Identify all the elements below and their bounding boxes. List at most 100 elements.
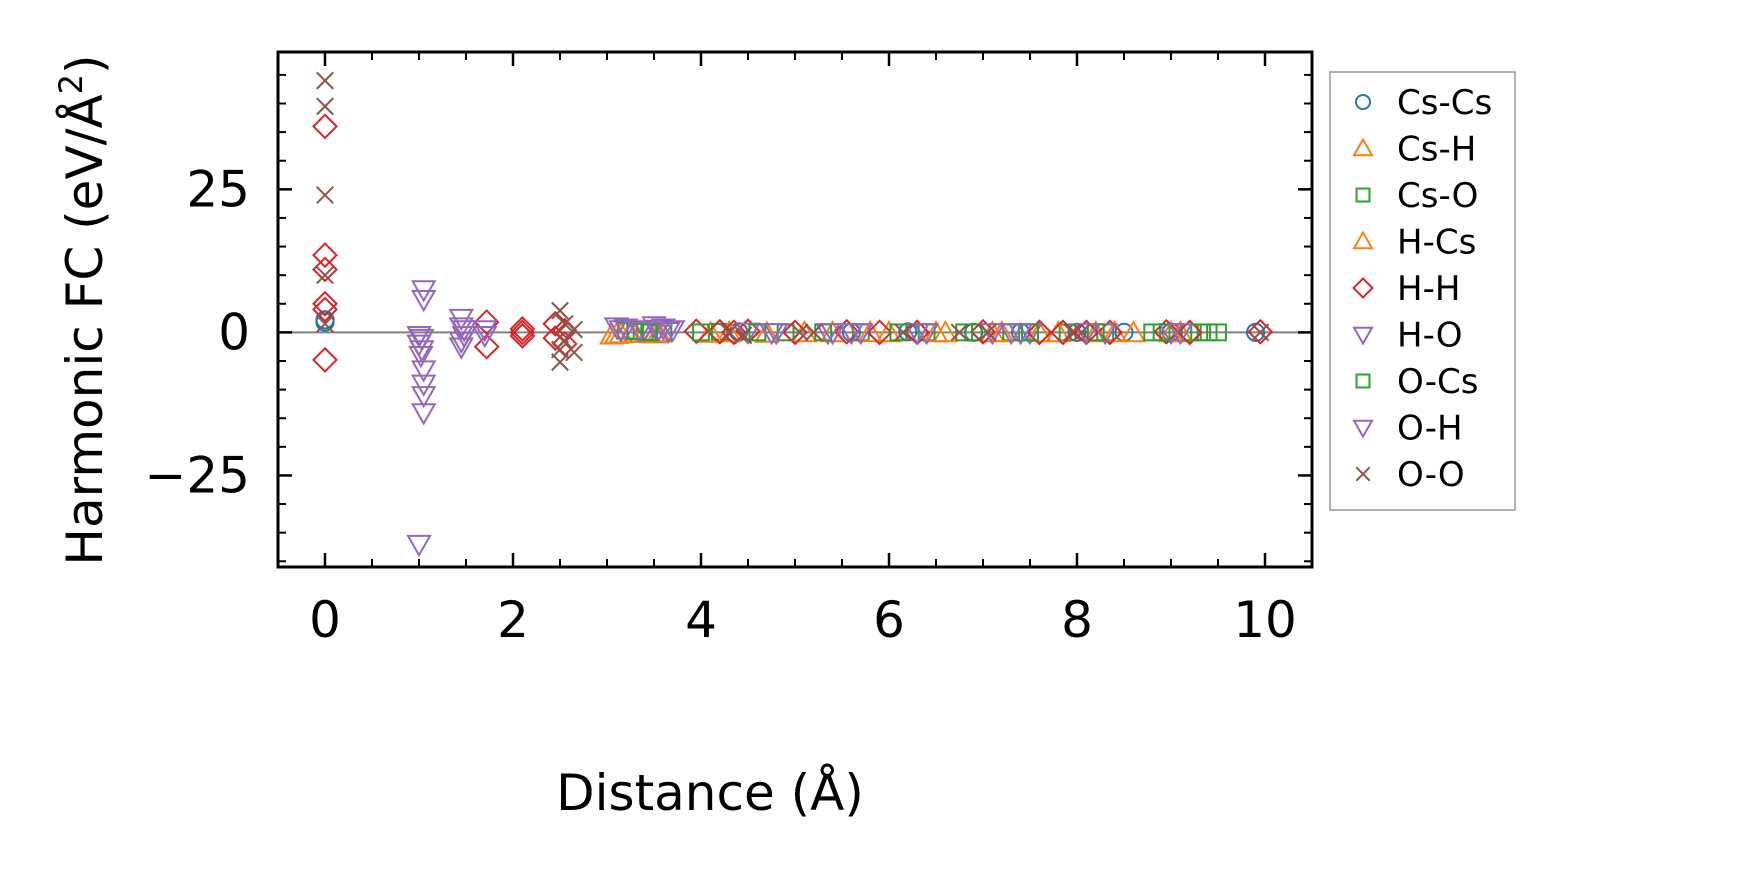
axis-ticks: 0 2 4 6 8 10 −25 0 25 [144, 52, 1313, 649]
marker-o-o [316, 266, 334, 285]
x-tick-label: 8 [1061, 591, 1093, 649]
legend-marker-h-cs [1352, 230, 1374, 250]
legend-marker-o-h [1352, 419, 1374, 439]
marker-h-h [312, 296, 338, 323]
y-tick-label: 0 [218, 303, 250, 361]
marker-h-h [1026, 319, 1053, 346]
y-axis-label-main: Harmonic FC (eV/Å [56, 94, 114, 565]
marker-h-o [406, 326, 432, 349]
marker-h-h [509, 319, 536, 346]
marker-o-o [316, 186, 334, 205]
marker-cs-h [697, 320, 724, 343]
marker-o-cs [1152, 323, 1171, 342]
marker-h-h [1247, 318, 1274, 345]
marker-h-o [410, 374, 437, 397]
marker-o-h [409, 340, 435, 363]
marker-o-h [608, 320, 634, 343]
marker-o-o [565, 343, 584, 362]
marker-o-o [734, 326, 753, 345]
marker-h-o [410, 403, 437, 426]
marker-h-h [509, 322, 536, 349]
marker-o-o [555, 332, 574, 350]
marker-o-h [1167, 323, 1194, 346]
marker-h-o [448, 317, 475, 340]
marker-o-o [804, 323, 823, 342]
marker-h-o [472, 326, 498, 349]
marker-cs-cs [315, 312, 335, 332]
y-axis-label-superscript: 2 [52, 74, 90, 94]
marker-h-cs [923, 319, 949, 343]
marker-h-h [866, 319, 893, 346]
marker-o-o [316, 71, 334, 90]
marker-cs-h [819, 319, 846, 343]
legend-label-o-h: O-H [1397, 409, 1463, 449]
marker-o-o [978, 323, 997, 342]
marker-cs-h [1120, 319, 1147, 343]
legend-label-h-o: H-O [1397, 316, 1463, 356]
marker-h-h [970, 318, 996, 345]
x-tick-label: 10 [1233, 591, 1297, 649]
legend-marker-cs-h [1352, 137, 1374, 157]
x-tick-label: 0 [309, 591, 341, 649]
marker-o-h [838, 323, 865, 346]
marker-h-h [1096, 319, 1123, 346]
marker-o-o [1063, 323, 1082, 342]
marker-h-h [312, 113, 338, 140]
marker-o-h [758, 323, 785, 346]
marker-h-cs [989, 319, 1015, 343]
marker-o-o [316, 314, 334, 333]
legend-marker-h-h [1352, 277, 1374, 299]
marker-h-o [448, 308, 475, 332]
marker-o-o [316, 97, 334, 116]
marker-o-o [1072, 323, 1091, 342]
marker-h-o [410, 289, 437, 313]
marker-o-h [655, 321, 681, 345]
legend-marker-o-cs [1355, 373, 1371, 389]
marker-h-o [410, 386, 437, 409]
marker-o-o [720, 323, 739, 342]
legend-marker-cs-o [1355, 187, 1371, 203]
marker-o-o [551, 340, 569, 359]
legend-label-o-o: O-O [1397, 455, 1465, 495]
legend-label-cs-h: Cs-H [1397, 130, 1476, 170]
marker-h-h [1049, 319, 1076, 346]
x-tick-label: 2 [497, 591, 529, 649]
marker-o-o [565, 320, 584, 339]
marker-cs-o [964, 323, 983, 342]
marker-cs-o [1209, 323, 1227, 342]
marker-o-cs [955, 323, 974, 342]
marker-o-h [451, 320, 477, 343]
legend-label-cs-o: Cs-O [1397, 176, 1478, 216]
marker-cs-h [754, 320, 780, 343]
marker-o-h [409, 328, 435, 352]
marker-h-cs [857, 319, 883, 343]
marker-o-h [451, 326, 477, 349]
marker-h-h [509, 315, 536, 342]
marker-o-o [1251, 323, 1270, 342]
marker-o-cs [692, 323, 710, 342]
y-tick-label: −25 [144, 446, 250, 504]
marker-o-h [1007, 323, 1034, 346]
legend-marker-o-o [1355, 466, 1371, 482]
legend: Cs-Cs Cs-H Cs-O H-Cs H-H H-O O-Cs O-H O-O [1329, 71, 1516, 511]
marker-h-o [410, 360, 437, 383]
x-tick-label: 6 [873, 591, 905, 649]
x-tick-label: 4 [685, 591, 717, 649]
legend-label-o-cs: O-Cs [1397, 362, 1478, 402]
marker-o-cs [889, 323, 908, 342]
marker-o-h [627, 321, 653, 344]
marker-o-cs [1190, 323, 1209, 342]
y-axis-label: Harmonic FC (eV/Å2) [52, 54, 114, 565]
marker-o-h [913, 323, 940, 346]
marker-h-h [312, 256, 338, 283]
marker-h-o [603, 317, 630, 340]
marker-o-o [950, 323, 969, 342]
legend-label-h-cs: H-Cs [1397, 223, 1476, 263]
y-axis-label-suffix: ) [56, 54, 114, 74]
marker-h-o [1092, 323, 1118, 346]
marker-h-o [406, 534, 432, 558]
marker-h-o [448, 337, 475, 360]
legend-label-h-h: H-H [1397, 269, 1460, 309]
marker-o-o [555, 314, 574, 333]
